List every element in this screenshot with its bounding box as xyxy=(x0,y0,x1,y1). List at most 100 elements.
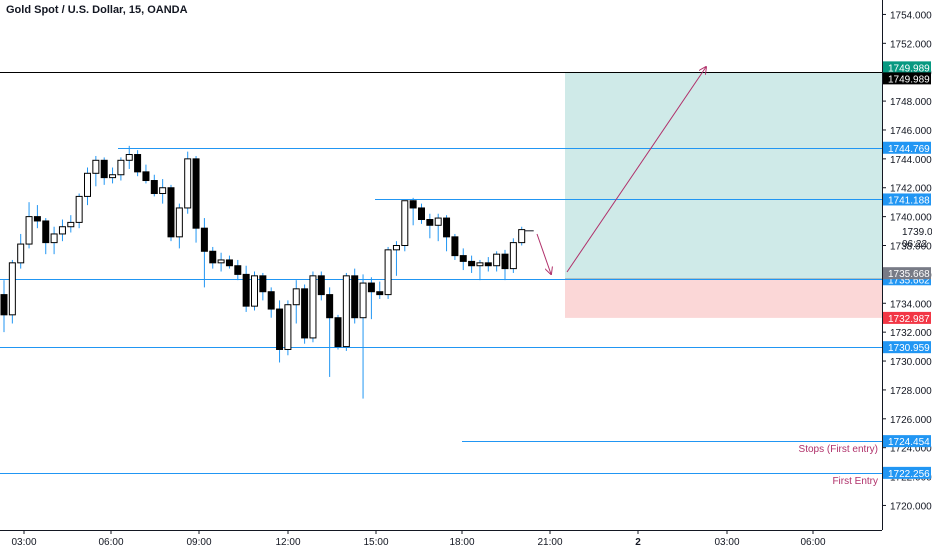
level-badge xyxy=(883,341,931,354)
candle-body-up xyxy=(476,262,484,267)
candle xyxy=(25,202,33,249)
level-badge xyxy=(883,193,931,206)
candle xyxy=(276,300,284,363)
level-badge-text: 1724.454 xyxy=(888,437,930,448)
time-tick-label: 09:00 xyxy=(186,537,211,548)
price-tick-label: 1738.000 xyxy=(890,242,932,253)
candle-body-up xyxy=(175,207,183,238)
price-tick-label: 1744.000 xyxy=(890,155,932,166)
candle xyxy=(342,272,350,351)
candle xyxy=(42,218,50,255)
candle xyxy=(109,167,117,184)
annotations: Stops (First entry) First Entry xyxy=(799,444,878,487)
candle xyxy=(217,252,225,272)
candle-body-down xyxy=(351,275,359,319)
candle-body-up xyxy=(292,288,300,306)
level-badge xyxy=(883,61,931,74)
candle xyxy=(426,213,434,239)
level-badge-text: 1749.989 xyxy=(888,63,930,74)
level-badge-text: 1730.959 xyxy=(888,343,930,354)
level-badge-text: 1744.769 xyxy=(888,144,930,155)
candle xyxy=(184,151,192,214)
candle xyxy=(476,259,484,281)
price-tick-label: 1746.000 xyxy=(890,126,932,137)
candle xyxy=(518,226,526,246)
candle-body-down xyxy=(267,291,275,310)
candle-body-down xyxy=(484,262,492,267)
time-tick-label: 12:00 xyxy=(275,537,300,548)
candle xyxy=(309,271,317,343)
candle-body-down xyxy=(142,171,150,182)
candle-body-up xyxy=(184,158,192,209)
price-tick-label: 1726.000 xyxy=(890,415,932,426)
level-badge xyxy=(883,141,931,154)
candle-body-down xyxy=(459,255,467,262)
candle-body-down xyxy=(259,275,267,293)
candle-body-down xyxy=(33,216,41,222)
price-tick-label: 1752.000 xyxy=(890,39,932,50)
price-tick-label: 1754.000 xyxy=(890,10,932,21)
candle xyxy=(142,164,150,184)
candle xyxy=(493,251,501,272)
price-tick-label: 1720.000 xyxy=(890,501,932,512)
time-tick-label: 03:00 xyxy=(714,537,739,548)
candle-body-down xyxy=(200,227,208,252)
candle xyxy=(284,300,292,356)
candle xyxy=(134,150,142,177)
time-tick-label: 18:00 xyxy=(449,537,474,548)
candle xyxy=(8,259,16,324)
price-tick-label: 1732.000 xyxy=(890,328,932,339)
candle-body-up xyxy=(25,216,33,245)
price-tick-label: 1742.000 xyxy=(890,184,932,195)
candle-body-down xyxy=(234,265,242,275)
candle xyxy=(209,246,217,269)
candle xyxy=(159,179,167,204)
price-tick-label: 1728.000 xyxy=(890,386,932,397)
candle xyxy=(100,157,108,185)
candle-body-up xyxy=(509,242,517,270)
annotation-label: Stops (First entry) xyxy=(799,444,878,455)
candle-body-down xyxy=(468,260,476,267)
candle xyxy=(409,197,417,226)
last-price-label: 1739.017 xyxy=(902,227,932,238)
loss-zone xyxy=(565,279,882,318)
candle-body-down xyxy=(418,207,425,221)
candle xyxy=(17,233,25,269)
candle-body-down xyxy=(242,273,250,307)
price-badge-text: 1749.989 xyxy=(888,74,930,85)
candle xyxy=(84,167,91,206)
price-tick-label: 1724.000 xyxy=(890,444,932,455)
candle xyxy=(125,145,133,169)
time-tick-label: 2 xyxy=(635,537,641,548)
time-tick-label: 06:00 xyxy=(98,537,123,548)
price-badge xyxy=(883,267,931,280)
candle xyxy=(317,271,325,301)
time-axis: 03:00 06:00 09:00 12:00 15:00 18:00 21:00 2 03:0… xyxy=(0,530,882,550)
level-badge xyxy=(883,466,931,479)
price-tick-label: 1740.000 xyxy=(890,213,932,224)
time-tick-label: 21:00 xyxy=(537,537,562,548)
candle xyxy=(334,314,342,350)
candle-body-up xyxy=(58,226,66,235)
candles xyxy=(0,145,526,399)
chart-title: Gold Spot / U.S. Dollar, 15, OANDA xyxy=(6,4,188,16)
candle xyxy=(468,255,476,273)
candle xyxy=(259,272,267,301)
level-badge-text: 1722.256 xyxy=(888,469,930,480)
candle xyxy=(292,280,300,324)
candle-body-down xyxy=(451,236,459,257)
candle-body-down xyxy=(209,250,217,264)
candle xyxy=(443,215,451,252)
candle-body-up xyxy=(75,195,83,223)
candle xyxy=(58,219,66,242)
candle-body-up xyxy=(342,275,350,348)
candle xyxy=(301,284,309,344)
candle-body-up xyxy=(109,174,117,179)
candle-body-down xyxy=(134,154,142,173)
candle-body-down xyxy=(376,291,384,296)
candle-body-up xyxy=(518,229,526,244)
candle-body-up xyxy=(401,200,409,247)
candle xyxy=(351,268,359,324)
